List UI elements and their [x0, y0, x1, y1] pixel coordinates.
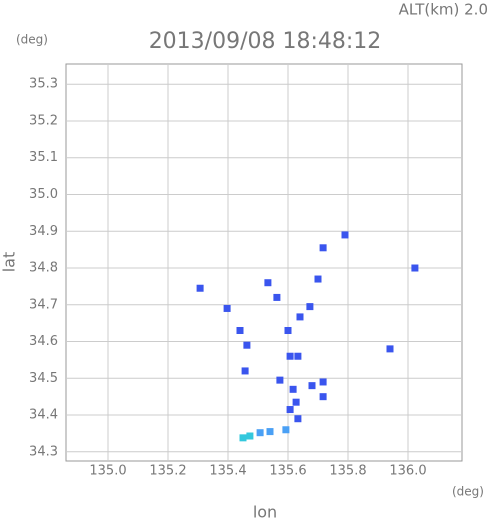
- echo-cell: [319, 378, 327, 386]
- y-tick-label: 35.0: [29, 187, 58, 202]
- plot-frame: [65, 63, 463, 462]
- subtitle: ALT(km) 2.0: [399, 1, 488, 19]
- echo-cell: [223, 304, 231, 312]
- echo-cell: [296, 313, 304, 321]
- echo-cell: [286, 352, 294, 360]
- echo-cell: [294, 415, 302, 423]
- echo-cell: [246, 432, 254, 440]
- y-axis-label: lat: [0, 252, 19, 273]
- x-axis-label: lon: [253, 503, 277, 521]
- x-tick-label: 135.8: [329, 464, 366, 479]
- echo-cell: [314, 275, 322, 283]
- echo-cell: [243, 341, 251, 349]
- y-unit: (deg): [16, 33, 48, 47]
- echo-cell: [284, 327, 292, 335]
- y-tick-label: 34.3: [29, 444, 58, 459]
- echo-cell: [276, 376, 284, 384]
- echo-cell: [319, 244, 327, 252]
- y-tick-label: 34.5: [29, 371, 58, 386]
- echo-cell: [286, 406, 294, 414]
- echo-cell: [341, 231, 349, 239]
- y-tick-label: 34.6: [29, 334, 58, 349]
- x-tick-label: 135.4: [209, 464, 246, 479]
- echo-cell: [266, 428, 274, 436]
- x-unit: (deg): [452, 485, 484, 499]
- echo-cell: [294, 352, 302, 360]
- x-tick-label: 136.0: [389, 464, 426, 479]
- y-tick-label: 34.7: [29, 297, 58, 312]
- y-tick-label: 34.4: [29, 408, 58, 423]
- echo-cell: [236, 327, 244, 335]
- y-tick-label: 35.1: [29, 150, 58, 165]
- chart-title: 2013/09/08 18:48:12: [149, 29, 382, 54]
- echo-cell: [292, 398, 300, 406]
- echo-cell: [256, 429, 264, 437]
- y-tick-label: 34.9: [29, 224, 58, 239]
- echo-cell: [386, 345, 394, 353]
- echo-cell: [273, 293, 281, 301]
- x-tick-label: 135.6: [269, 464, 306, 479]
- echo-cell: [282, 426, 290, 434]
- echo-cell: [241, 367, 249, 375]
- x-tick-label: 135.2: [149, 464, 186, 479]
- echo-cell: [239, 434, 247, 442]
- echo-cell: [411, 264, 419, 272]
- echo-cell: [289, 385, 297, 393]
- y-tick-label: 35.2: [29, 113, 58, 128]
- echo-cell: [308, 382, 316, 390]
- y-tick-label: 34.8: [29, 261, 58, 276]
- y-tick-label: 35.3: [29, 77, 58, 92]
- echo-cell: [196, 284, 204, 292]
- x-tick-label: 135.0: [89, 464, 126, 479]
- echo-cell: [264, 279, 272, 287]
- echo-cell: [306, 303, 314, 311]
- echo-cell: [319, 393, 327, 401]
